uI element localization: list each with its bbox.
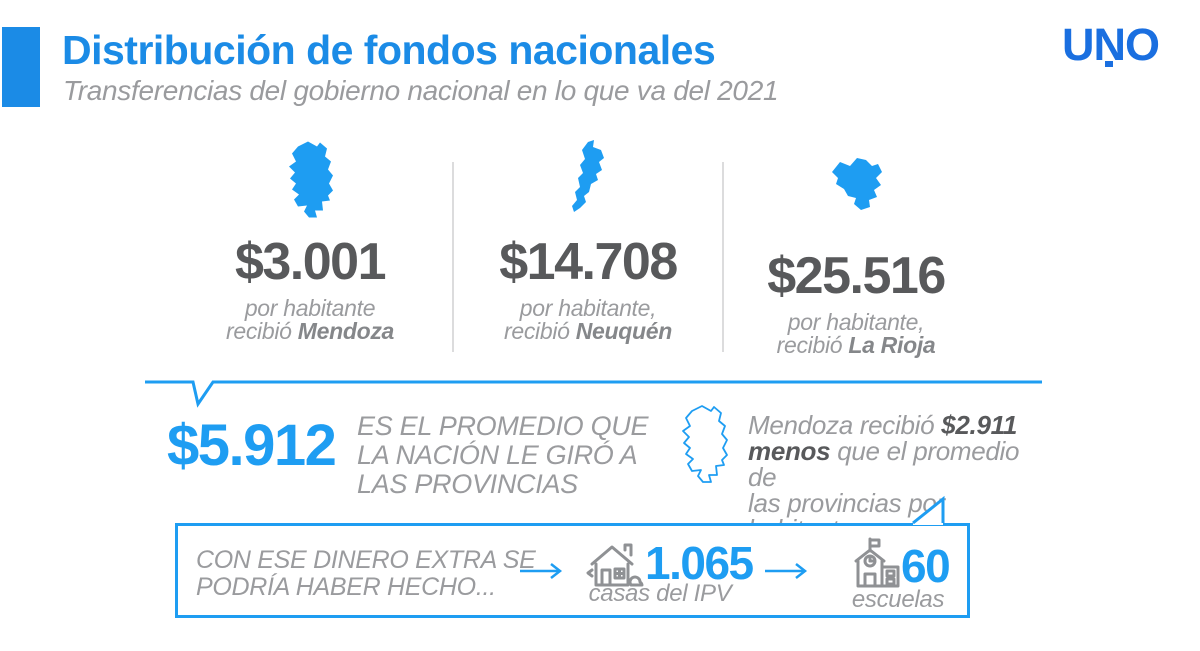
- comparison-menos: menos: [748, 436, 831, 466]
- province-card-mendoza: $3.001 por habitante recibió Mendoza: [175, 140, 445, 343]
- province-card-larioja: $25.516 por habitante, recibió La Rioja: [721, 140, 991, 357]
- larioja-map-icon: [721, 140, 991, 236]
- uno-logo-text: UNO: [1062, 19, 1160, 70]
- uno-logo-dot: [1105, 61, 1113, 67]
- amount-caption-mendoza: por habitante recibió Mendoza: [225, 295, 395, 344]
- amount-caption-larioja: por habitante, recibió La Rioja: [776, 309, 936, 358]
- province-card-neuquen: $14.708 por habitante, recibió Neuquén: [453, 140, 723, 343]
- amount-mendoza: $3.001: [234, 233, 387, 291]
- province-name: La Rioja: [848, 332, 936, 358]
- schools-label: escuelas: [851, 586, 945, 613]
- equivalence-box: [175, 523, 970, 618]
- neuquen-map-icon: [453, 140, 723, 222]
- header-accent-square: [2, 27, 40, 107]
- house-icon: [586, 543, 644, 587]
- average-amount: $5.912: [167, 413, 337, 478]
- column-divider: [722, 162, 724, 352]
- province-name: Mendoza: [297, 318, 395, 344]
- houses-value: 1.065: [645, 537, 754, 589]
- column-divider: [452, 162, 454, 352]
- callout-line: [145, 380, 1042, 408]
- province-name: Neuquén: [575, 318, 673, 344]
- schools-value: 60: [901, 540, 951, 592]
- arrow-right-icon: [520, 563, 563, 579]
- mendoza-map-icon: [175, 140, 445, 222]
- school-icon: [854, 537, 900, 588]
- amount-neuquen: $14.708: [499, 233, 678, 291]
- equivalence-box-tail: [912, 495, 945, 525]
- average-description: ES EL PROMEDIO QUE LA NACIÓN LE GIRÓ A L…: [357, 411, 649, 499]
- equivalence-intro: CON ESE DINERO EXTRA SE PODRÍA HABER HEC…: [196, 546, 536, 601]
- arrow-right-icon: [765, 563, 808, 579]
- comparison-gap-amount: $2.911: [941, 410, 1017, 440]
- page-subtitle: Transferencias del gobierno nacional en …: [63, 75, 779, 106]
- uno-logo: UNO: [1062, 19, 1160, 70]
- houses-label: casas del IPV: [588, 580, 732, 607]
- mendoza-outline-icon: [682, 405, 728, 483]
- amount-caption-neuquen: por habitante, recibió Neuquén: [503, 295, 673, 344]
- comparison-text: Mendoza recibió $2.911 menos que el prome…: [748, 410, 1027, 542]
- page-title: Distribución de fondos nacionales: [62, 27, 716, 73]
- amount-larioja: $25.516: [767, 247, 946, 305]
